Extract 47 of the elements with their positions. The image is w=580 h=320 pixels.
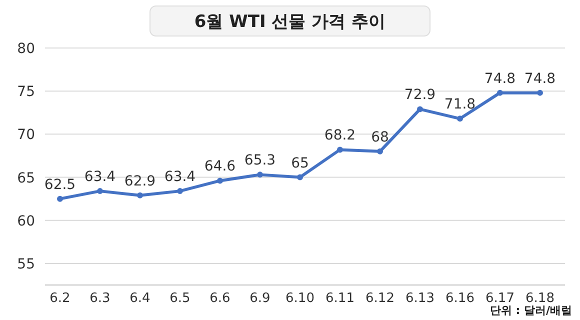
point xyxy=(497,90,503,96)
y-tick-label: 60 xyxy=(17,213,35,230)
x-tick-label: 6.16 xyxy=(446,291,474,306)
text: 단위 : 달러/배럴 xyxy=(490,304,572,317)
data-label: 62.9 xyxy=(124,173,156,190)
data-label: 63.4 xyxy=(164,169,196,186)
point xyxy=(377,148,383,154)
point xyxy=(217,178,223,184)
x-tick-label: 6.18 xyxy=(526,291,554,306)
point xyxy=(457,116,463,122)
y-tick-label: 75 xyxy=(17,84,35,100)
point xyxy=(57,196,63,202)
x-tick-label: 6.3 xyxy=(90,291,110,306)
point xyxy=(337,146,343,153)
x-tick-label: 6.17 xyxy=(486,291,514,306)
point xyxy=(417,106,423,112)
point xyxy=(137,192,143,198)
point xyxy=(257,172,263,178)
x-tick-label: 6.11 xyxy=(326,291,354,306)
data-label: 68 xyxy=(371,129,389,146)
data-label: 74.8 xyxy=(484,70,516,87)
data-label: 64.6 xyxy=(204,158,236,175)
data-label: 65.3 xyxy=(244,152,276,169)
x-tick-label: 6.12 xyxy=(366,291,394,306)
point xyxy=(537,90,543,96)
x-tick-label: 6.10 xyxy=(286,291,314,306)
point xyxy=(297,174,303,180)
data-label: 62.5 xyxy=(44,176,76,193)
data-label: 71.8 xyxy=(444,96,476,113)
y-tick-label: 65 xyxy=(17,170,35,186)
data-label: 72.9 xyxy=(404,87,436,104)
point xyxy=(97,188,103,194)
x-tick-label: 6.5 xyxy=(170,291,190,306)
x-tick-label: 6.2 xyxy=(50,291,70,306)
y-tick-label: 70 xyxy=(17,127,35,144)
data-label: 74.8 xyxy=(524,70,556,87)
y-tick-label: 80 xyxy=(17,41,35,57)
x-tick-label: 6.4 xyxy=(130,291,150,306)
y-tick-label: 55 xyxy=(17,256,35,272)
data-label: 63.4 xyxy=(84,169,116,186)
data-label: 68.2 xyxy=(324,128,356,144)
chart-title: 6월 WTI 선물 가격 추이 xyxy=(194,12,386,32)
x-tick-label: 6.6 xyxy=(210,291,230,306)
x-tick-label: 6.9 xyxy=(250,291,270,306)
data-label: 65 xyxy=(291,155,309,172)
point xyxy=(177,188,183,194)
x-tick-label: 6.13 xyxy=(406,291,434,306)
